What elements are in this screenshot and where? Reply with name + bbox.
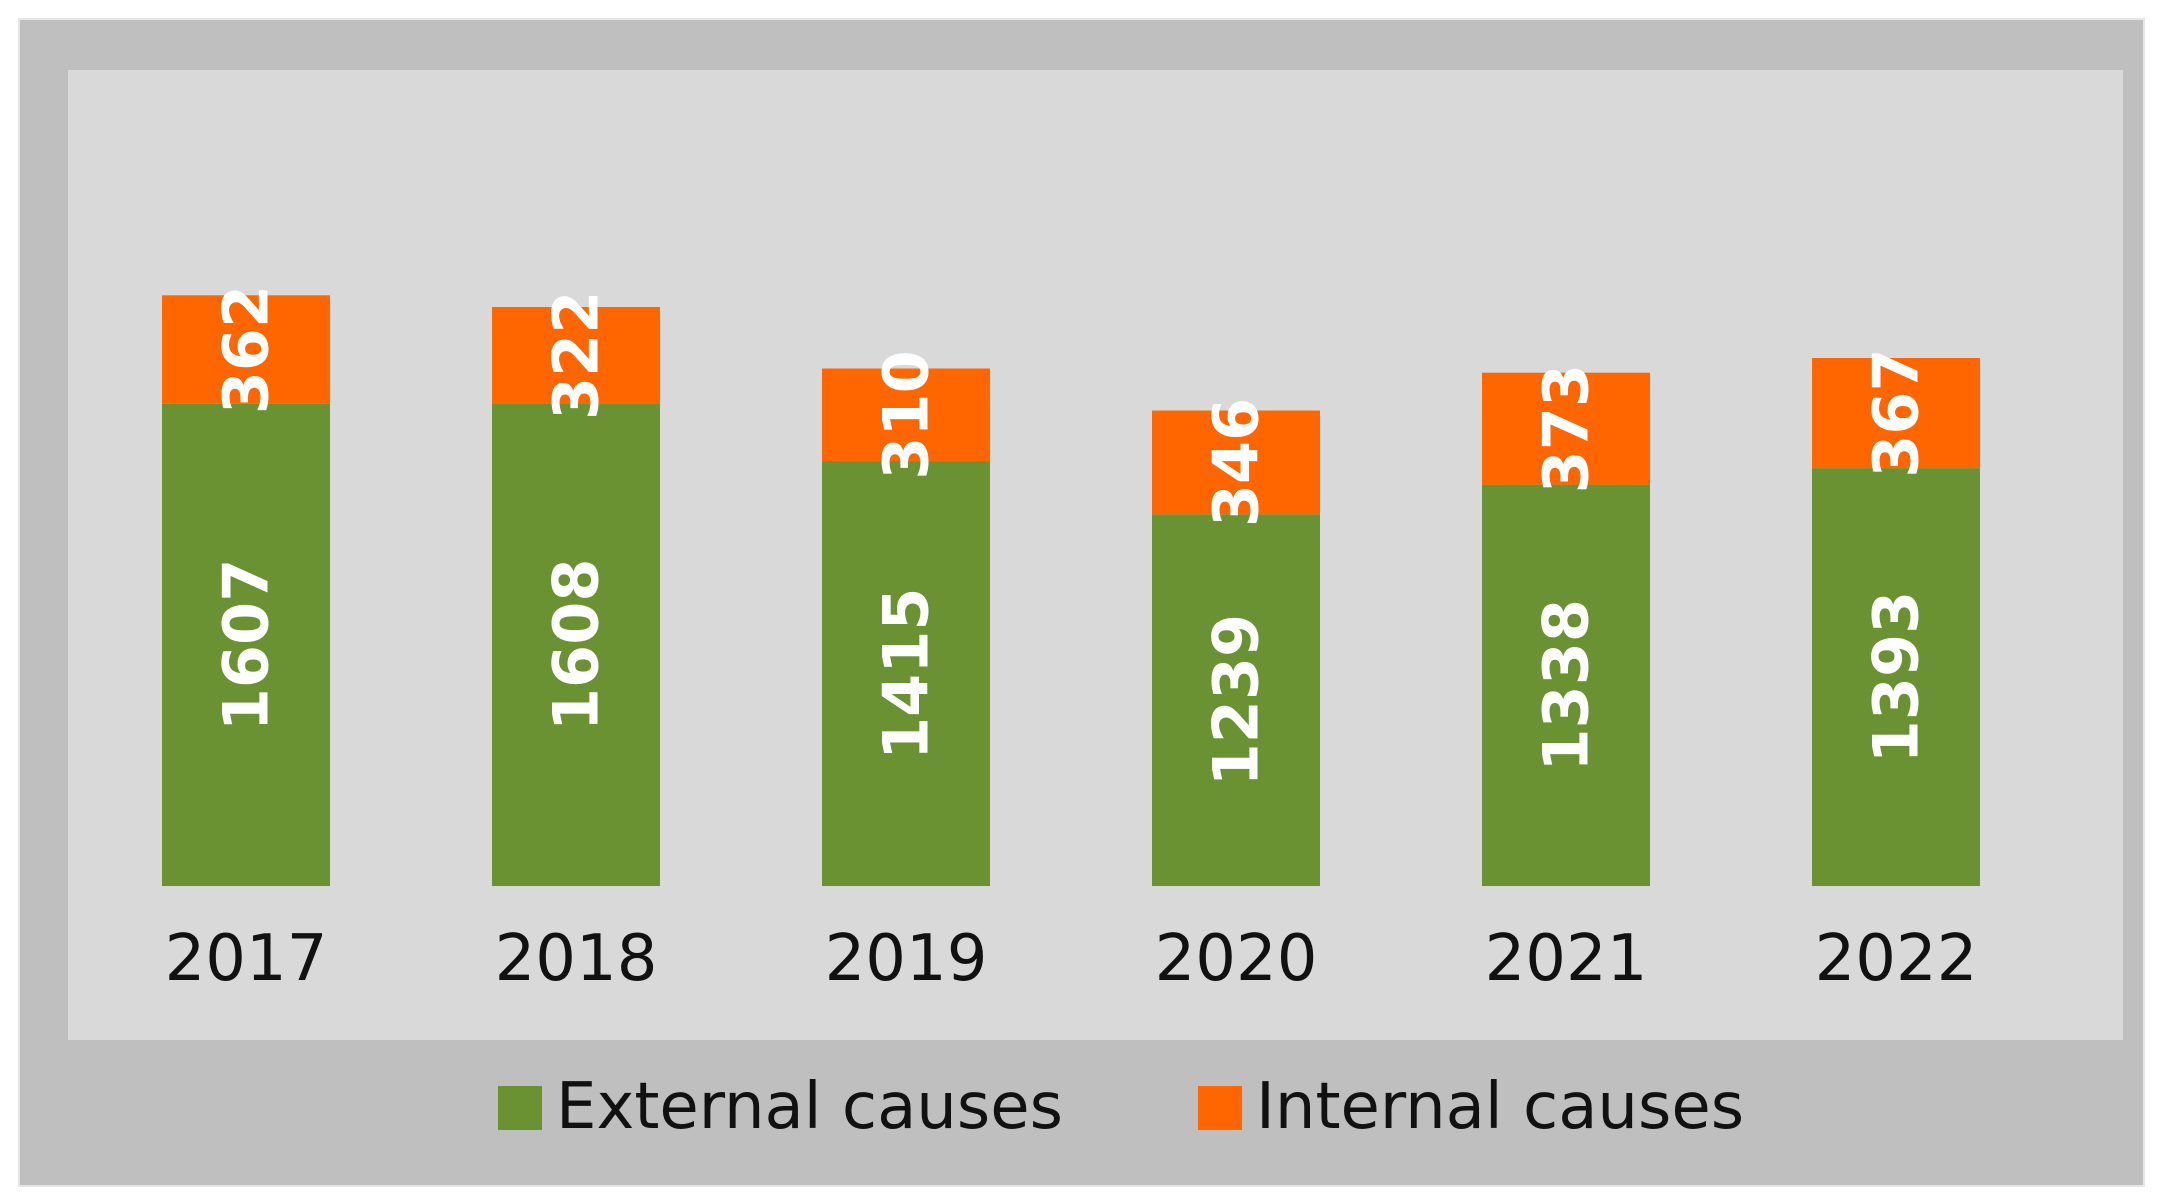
- legend-label-external: External causes: [556, 1070, 1063, 1144]
- value-label-internal-2019: 310: [870, 350, 943, 479]
- value-label-internal-2017: 362: [210, 285, 283, 414]
- bar-internal-2020: [1152, 410, 1320, 515]
- value-label-internal-2020: 346: [1200, 398, 1273, 527]
- bar-external-2022: [1812, 468, 1980, 886]
- bar-internal-2019: [822, 368, 990, 462]
- value-label-internal-2018: 322: [540, 291, 613, 420]
- legend-item-external: External causes: [498, 1070, 1063, 1144]
- value-label-external-2017: 1607: [210, 559, 283, 732]
- value-label-external-2018: 1608: [540, 559, 613, 732]
- value-label-internal-2022: 367: [1860, 348, 1933, 477]
- bar-external-2017: [162, 403, 330, 886]
- legend: External causes Internal causes: [498, 1070, 1744, 1144]
- value-labels-layer: 1607 362 1608 322 1415 310 1239 346 1338 373 1393 3…: [210, 285, 1933, 787]
- legend-label-internal: Internal causes: [1256, 1070, 1744, 1144]
- bar-external-2021: [1482, 484, 1650, 886]
- bar-external-2019: [822, 461, 990, 886]
- category-axis: 2017 2018 2019 2020 2021 2022: [165, 922, 1978, 996]
- category-label-2022: 2022: [1815, 922, 1978, 996]
- category-label-2021: 2021: [1485, 922, 1648, 996]
- category-label-2018: 2018: [495, 922, 658, 996]
- value-label-external-2022: 1393: [1860, 591, 1933, 764]
- legend-swatch-internal: [1198, 1086, 1242, 1130]
- bar-external-2018: [492, 403, 660, 886]
- plot-area: [68, 70, 2123, 1040]
- legend-swatch-external: [498, 1086, 542, 1130]
- legend-item-internal: Internal causes: [1198, 1070, 1744, 1144]
- category-label-2017: 2017: [165, 922, 328, 996]
- bar-internal-2022: [1812, 358, 1980, 469]
- value-label-external-2020: 1239: [1200, 614, 1273, 787]
- category-label-2019: 2019: [825, 922, 988, 996]
- value-label-internal-2021: 373: [1530, 364, 1603, 493]
- value-label-external-2021: 1338: [1530, 599, 1603, 772]
- bar-internal-2018: [492, 307, 660, 404]
- chart-frame: 1607 362 1608 322 1415 310 1239 346 1338 373 1393 3…: [18, 18, 2145, 1187]
- stacked-bar-chart: 1607 362 1608 322 1415 310 1239 346 1338 373 1393 3…: [68, 70, 2123, 1144]
- value-label-external-2019: 1415: [870, 587, 943, 760]
- bar-external-2020: [1152, 514, 1320, 886]
- bars-layer: [162, 295, 1980, 886]
- category-label-2020: 2020: [1155, 922, 1318, 996]
- bar-internal-2017: [162, 295, 330, 404]
- bar-internal-2021: [1482, 372, 1650, 485]
